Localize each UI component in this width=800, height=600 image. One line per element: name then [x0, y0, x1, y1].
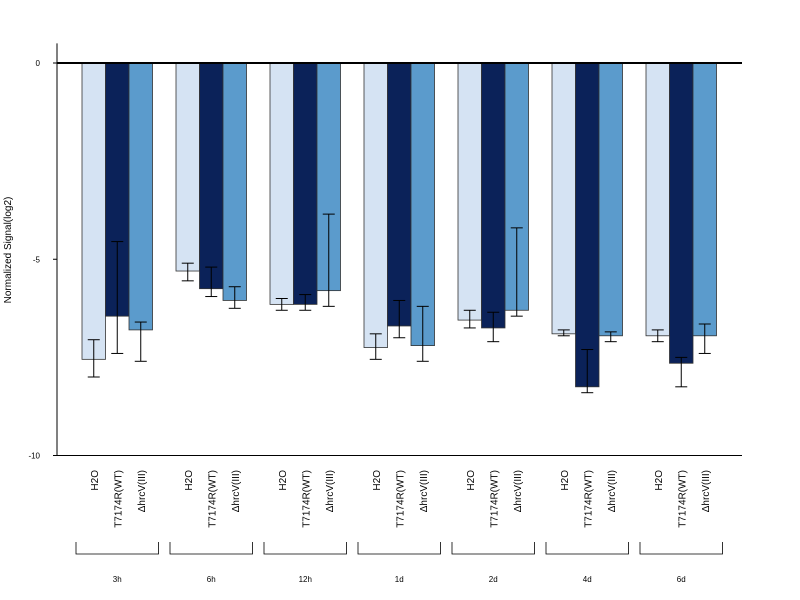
- group-label: 3h: [113, 575, 122, 584]
- group-bracket: [75, 542, 159, 555]
- bar: [575, 62, 600, 388]
- y-axis-label: Normalized Signal(log2): [3, 197, 14, 304]
- bar: [410, 62, 435, 347]
- bar: [481, 62, 506, 329]
- bar-label: T7174R(WT): [677, 470, 688, 528]
- bar: [128, 62, 153, 331]
- bar-label: H2O: [560, 470, 571, 491]
- bar: [645, 62, 670, 337]
- bar: [175, 62, 200, 272]
- bar: [692, 62, 717, 337]
- group-label: 2d: [489, 575, 498, 584]
- bar: [199, 62, 224, 290]
- bar: [551, 62, 576, 335]
- group-bracket: [451, 542, 535, 555]
- group-label: 6h: [207, 575, 216, 584]
- bar-label: T7174R(WT): [395, 470, 406, 528]
- bar-label: T7174R(WT): [583, 470, 594, 528]
- bar: [81, 62, 106, 360]
- bar: [387, 62, 412, 327]
- bar: [598, 62, 623, 337]
- bar-label: ΔhrcV(III): [419, 470, 430, 512]
- bar-label: T7174R(WT): [489, 470, 500, 528]
- bars: [81, 62, 717, 388]
- y-axis: 0 -5 -10: [28, 43, 742, 461]
- bar-label: T7174R(WT): [301, 470, 312, 528]
- bar-label: ΔhrcV(III): [607, 470, 618, 512]
- bar-label: H2O: [654, 470, 665, 491]
- bar-label: ΔhrcV(III): [231, 470, 242, 512]
- bar-label: ΔhrcV(III): [137, 470, 148, 512]
- group-label: 1d: [395, 575, 404, 584]
- y-tick-label: -10: [28, 452, 40, 461]
- bar-label: ΔhrcV(III): [513, 470, 524, 512]
- group-bracket: [545, 542, 629, 555]
- bar: [363, 62, 388, 348]
- bar-label: H2O: [90, 470, 101, 491]
- bar: [669, 62, 694, 364]
- bar-label: H2O: [184, 470, 195, 491]
- y-tick-label: -5: [33, 255, 41, 264]
- bar-label: T7174R(WT): [113, 470, 124, 528]
- group-bracket: [639, 542, 723, 555]
- group-label: 4d: [583, 575, 592, 584]
- bar-label: H2O: [278, 470, 289, 491]
- bar: [222, 62, 247, 301]
- group-label: 6d: [677, 575, 686, 584]
- bar: [457, 62, 482, 321]
- bar-label: ΔhrcV(III): [701, 470, 712, 512]
- bar-label: ΔhrcV(III): [325, 470, 336, 512]
- error-bars: [57, 62, 742, 394]
- group-bracket: [263, 542, 347, 555]
- group-bracket: [169, 542, 253, 555]
- bar-label: H2O: [466, 470, 477, 491]
- bar: [293, 62, 318, 305]
- x-labels: H2O T7174R(WT) ΔhrcV(III) 3h H2O T7174R(WT) Δh…: [75, 470, 723, 584]
- y-tick-label: 0: [36, 59, 41, 68]
- bar-label: T7174R(WT): [207, 470, 218, 528]
- bar-label: H2O: [372, 470, 383, 491]
- group-label: 12h: [299, 575, 312, 584]
- group-bracket: [357, 542, 441, 555]
- bar: [269, 62, 294, 305]
